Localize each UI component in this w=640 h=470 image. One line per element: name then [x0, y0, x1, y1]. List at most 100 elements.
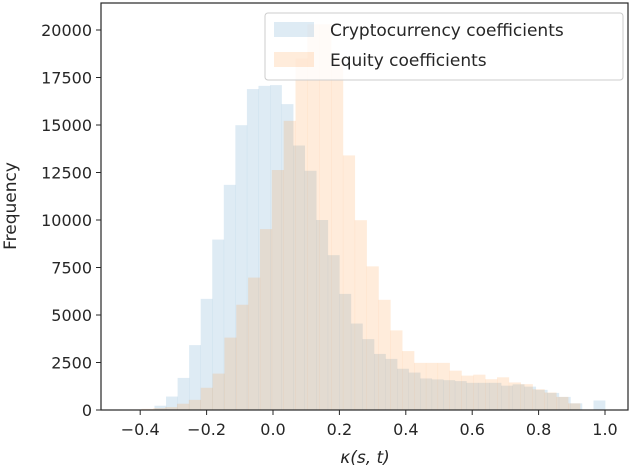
x-tick-label: 0.0 — [260, 420, 285, 439]
crypto-bar — [373, 353, 386, 410]
equity-bar — [414, 362, 427, 410]
legend-swatch-crypto — [274, 22, 314, 37]
equity-bar — [259, 229, 273, 410]
equity-bar — [271, 170, 284, 410]
crypto-bar — [489, 382, 502, 410]
equity-bar — [248, 277, 261, 410]
equity-bar — [224, 337, 237, 410]
legend: Cryptocurrency coefficients Equity coeff… — [264, 12, 624, 81]
x-tick-label: −0.2 — [187, 420, 226, 439]
crypto-bar — [397, 368, 409, 410]
equity-bar — [532, 389, 545, 410]
crypto-bar — [466, 382, 479, 410]
equity-bar — [425, 362, 439, 410]
equity-bar — [236, 304, 249, 410]
x-axis-label: κ(s, t) — [340, 448, 390, 468]
equity-bar — [319, 24, 332, 411]
crypto-bar — [212, 239, 225, 410]
y-tick-label: 0 — [82, 401, 92, 420]
equity-bar — [461, 375, 474, 410]
crypto-bar — [327, 255, 340, 410]
x-tick-label: 1.0 — [592, 420, 617, 439]
x-tick-label: 0.6 — [459, 420, 484, 439]
legend-box — [264, 12, 624, 81]
crypto-bar — [166, 396, 178, 410]
equity-bar — [497, 377, 510, 410]
x-axis: −0.4 −0.2 0.0 0.2 0.4 0.6 0.8 1.0 — [121, 410, 618, 439]
crypto-bar — [385, 358, 398, 410]
crypto-bar — [281, 104, 294, 410]
crypto-bar — [547, 392, 560, 410]
equity-bar — [544, 392, 557, 410]
crypto-bar — [477, 382, 490, 410]
equity-bar — [200, 387, 213, 410]
y-tick-label: 12500 — [41, 164, 92, 183]
crypto-bar — [570, 403, 583, 410]
crypto-bar — [443, 380, 456, 410]
equity-bar — [568, 403, 581, 410]
equity-bar — [354, 220, 367, 410]
crypto-bar — [408, 372, 421, 410]
equity-bar — [342, 155, 356, 410]
equity-bar — [153, 408, 166, 410]
equity-bar — [307, 24, 320, 411]
y-tick-label: 15000 — [41, 116, 92, 135]
crypto-bar — [154, 405, 167, 410]
legend-swatch-equity — [274, 52, 314, 67]
legend-label-equity: Equity coefficients — [330, 51, 487, 71]
equity-bar — [378, 299, 391, 410]
legend-label-crypto: Cryptocurrency coefficients — [330, 21, 564, 41]
crypto-bar — [223, 184, 236, 410]
x-tick-label: 0.2 — [327, 420, 352, 439]
crypto-bar — [258, 85, 271, 411]
equity-bar — [188, 399, 201, 410]
y-tick-label: 5000 — [51, 306, 92, 325]
equity-bar — [485, 379, 498, 410]
x-tick-label: 0.8 — [526, 420, 551, 439]
crypto-bar — [235, 125, 248, 410]
crypto-bar — [535, 389, 548, 410]
y-axis-label: Frequency — [1, 162, 21, 250]
equity-bar — [295, 58, 308, 410]
crypto-bar — [177, 377, 190, 410]
bars-layer — [129, 24, 606, 411]
x-tick-label: 0.4 — [393, 420, 418, 439]
y-tick-label: 2500 — [51, 354, 92, 373]
equity-bar — [165, 407, 178, 410]
x-tick-label: −0.4 — [121, 420, 160, 439]
crypto-bar — [558, 396, 571, 410]
equity-bar — [437, 362, 450, 410]
crypto-bar — [200, 298, 213, 410]
crypto-bar — [454, 381, 467, 410]
equity-bar — [473, 374, 486, 410]
crypto-bar — [246, 89, 259, 410]
axes-frame — [100, 2, 629, 411]
crypto-bar — [350, 323, 363, 410]
equity-bar — [390, 330, 403, 410]
crypto-bar — [339, 293, 352, 410]
crypto-bar — [293, 145, 305, 410]
equity-bar — [283, 120, 296, 410]
crypto-bar — [501, 385, 513, 410]
crypto-bar — [316, 220, 329, 410]
equity-bar — [449, 370, 462, 410]
crypto-bar — [304, 170, 317, 410]
crypto-bar — [524, 386, 537, 410]
crypto-bar — [270, 85, 282, 410]
y-axis: 0 2500 5000 7500 10000 12500 15000 17500 20000 — [41, 21, 101, 420]
y-tick-label: 10000 — [41, 211, 92, 230]
equity-bar — [508, 382, 522, 410]
crypto-bar — [431, 379, 444, 410]
equity-bar — [331, 58, 344, 410]
crypto-bar — [189, 345, 201, 410]
y-tick-label: 20000 — [41, 21, 92, 40]
equity-bar — [212, 373, 225, 410]
crypto-bar — [593, 400, 606, 410]
y-tick-label: 7500 — [51, 259, 92, 278]
equity-bar — [402, 351, 415, 410]
crypto-bar — [362, 339, 375, 410]
equity-bar — [520, 384, 533, 410]
crypto-bar — [420, 378, 433, 410]
equity-bar — [176, 403, 190, 410]
